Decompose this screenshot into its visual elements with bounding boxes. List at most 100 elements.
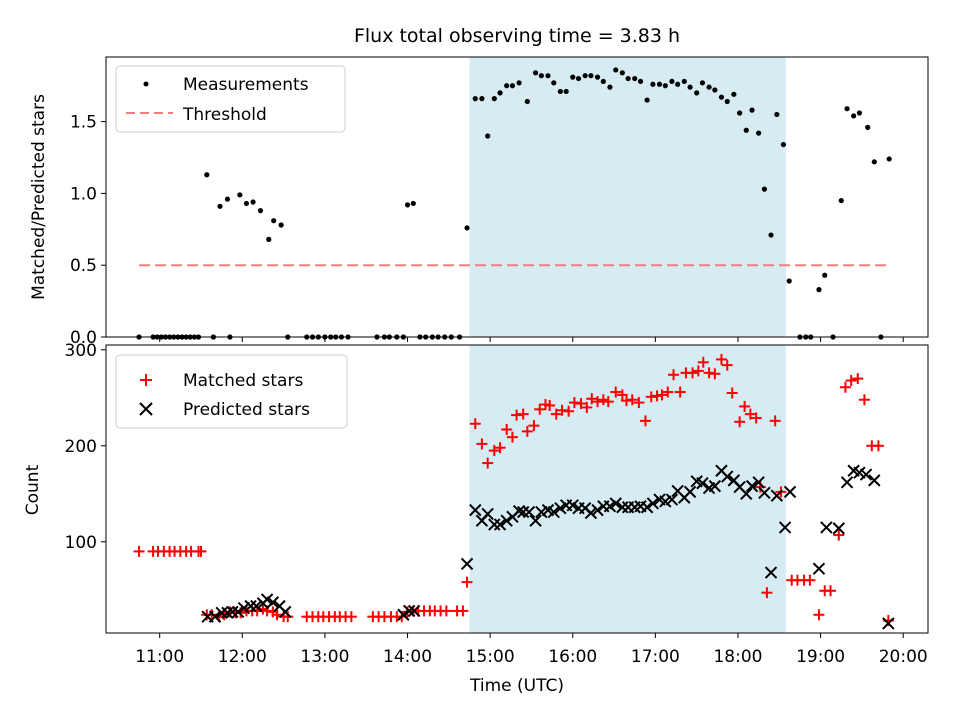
measurement-point — [718, 94, 725, 100]
matched-star-point — [501, 423, 513, 435]
measurement-point — [662, 83, 668, 89]
measurement-point — [472, 96, 478, 102]
predicted-star-point — [522, 505, 536, 519]
top-plot: 0.0 0.5 1.0 1.5 Matched/Predicted stars Mea… — [29, 56, 929, 348]
predicted-legend-marker — [139, 402, 153, 416]
bottom-ytick-label: 200 — [65, 437, 97, 457]
measurement-point — [886, 156, 892, 162]
predicted-star-point — [868, 474, 881, 487]
matched-star-point — [517, 408, 529, 420]
predicted-star-point — [231, 605, 245, 619]
measurement-point — [706, 84, 712, 90]
matched-star-point — [575, 398, 587, 410]
matched-star-point — [563, 405, 575, 417]
measurement-point — [491, 96, 497, 102]
matched-star-point — [550, 408, 562, 420]
measurement-point — [464, 225, 470, 231]
xtick-label: 12:00 — [218, 647, 267, 667]
matched-star-point — [469, 418, 481, 430]
predicted-star-point — [721, 470, 734, 483]
matched-star-point — [581, 401, 593, 413]
measurement-point — [532, 70, 539, 76]
matched-star-point — [662, 386, 674, 398]
measurement-point — [545, 73, 551, 79]
bottom-ytick-label: 100 — [65, 533, 97, 553]
top-ytick-label: 0.0 — [70, 328, 97, 348]
predicted-star-point — [266, 596, 280, 609]
predicted-star-point — [758, 486, 771, 500]
matched-star-point — [674, 386, 686, 398]
measurement-point — [637, 78, 644, 85]
matched-star-point — [833, 529, 845, 541]
measurement-point — [266, 236, 272, 242]
matched-star-point — [626, 394, 638, 406]
measurement-point — [217, 203, 223, 209]
predicted-star-point — [820, 521, 833, 534]
predicted-star-point — [208, 610, 222, 623]
legend-label-matched: Matched stars — [183, 371, 303, 391]
matched-star-point — [488, 445, 500, 457]
predicted-star-point — [840, 476, 854, 489]
xtick-label: 19:00 — [796, 647, 845, 667]
matched-star-point — [592, 396, 604, 408]
top-legend: Measurements Threshold — [115, 65, 346, 133]
predicted-star-point — [609, 497, 622, 510]
measurement-point — [774, 111, 780, 118]
measurement-point — [613, 67, 619, 73]
measurement-point — [675, 81, 681, 87]
predicted-star-point — [783, 485, 797, 499]
measurement-point — [588, 73, 594, 79]
matched-star-point — [872, 440, 884, 452]
predicted-star-point — [460, 557, 474, 571]
measurement-point — [619, 70, 625, 76]
predicted-star-point — [646, 497, 660, 510]
measurement-point — [504, 83, 510, 89]
top-legend-box — [115, 65, 346, 133]
top-ytick-label: 1.0 — [70, 184, 97, 204]
predicted-star-point — [616, 501, 629, 514]
matched-star-point — [345, 611, 357, 623]
predicted-star-point — [640, 501, 654, 514]
measurement-point — [497, 90, 503, 96]
measurement-point — [756, 130, 762, 136]
measurement-point — [871, 159, 877, 165]
top-ytick-label: 0.5 — [70, 256, 97, 276]
predicted-star-point — [226, 605, 239, 619]
bottom-points — [133, 353, 895, 630]
xtick-label: 15:00 — [466, 647, 515, 667]
top-x-ticks — [159, 337, 904, 342]
matched-star-point — [271, 609, 283, 621]
top-ytick-label: 1.5 — [70, 113, 97, 133]
measurement-point — [538, 73, 544, 79]
measurement-point — [404, 202, 411, 208]
predicted-star-point — [407, 604, 421, 618]
matched-star-point — [639, 415, 651, 427]
measurement-point — [509, 83, 516, 89]
predicted-star-point — [250, 599, 263, 613]
top-y-ticks: 0.0 0.5 1.0 1.5 — [70, 113, 106, 348]
measurement-point — [838, 197, 844, 204]
measurement-point — [479, 96, 485, 102]
measurement-point — [694, 90, 700, 96]
predicted-star-point — [516, 505, 530, 519]
predicted-star-point — [402, 604, 416, 618]
predicted-star-point — [584, 506, 598, 520]
measurement-legend-marker — [143, 81, 149, 87]
measurement-point — [485, 133, 491, 139]
predicted-star-point — [770, 489, 784, 502]
matched-star-point — [769, 415, 781, 427]
measurement-point — [570, 74, 576, 80]
matched-star-point — [726, 387, 738, 399]
predicted-star-point — [469, 503, 482, 517]
measurement-point — [780, 141, 787, 148]
chart-title: Flux total observing time = 3.83 h — [354, 25, 680, 47]
matched-star-point — [602, 396, 614, 408]
predicted-star-point — [752, 476, 765, 489]
measurement-point — [699, 80, 706, 86]
predicted-star-point — [221, 606, 234, 620]
measurement-point — [856, 110, 863, 116]
matched-star-point — [739, 400, 751, 412]
bottom-legend: Matched stars Predicted stars — [115, 354, 348, 429]
measurement-point — [551, 80, 557, 86]
